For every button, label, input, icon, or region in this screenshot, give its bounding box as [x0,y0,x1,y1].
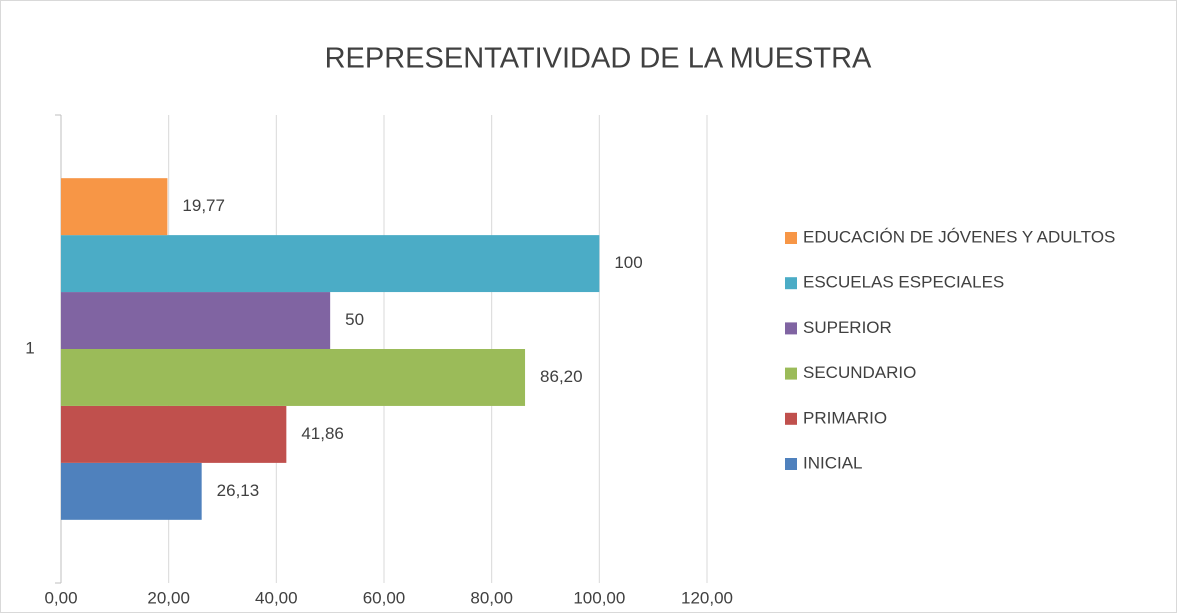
x-tick-label: 120,00 [681,588,733,607]
legend-label: PRIMARIO [803,408,887,427]
bar [61,462,202,520]
x-tick-label: 80,00 [470,588,513,607]
data-label: 50 [345,310,364,329]
legend-label: EDUCACIÓN DE JÓVENES Y ADULTOS [803,227,1115,246]
legend-label: SUPERIOR [803,318,892,337]
x-tick-label: 20,00 [147,588,190,607]
bar [61,235,600,293]
legend-label: INICIAL [803,453,863,472]
x-tick-label: 0,00 [44,588,77,607]
x-tick-label: 100,00 [573,588,625,607]
bar [61,349,526,406]
data-label: 19,77 [182,196,225,215]
data-label: 100 [614,253,642,272]
data-label: 26,13 [217,481,260,500]
data-label: 86,20 [540,367,583,386]
legend-swatch [785,458,797,470]
legend-swatch [785,412,797,425]
chart-title: REPRESENTATIVIDAD DE LA MUESTRA [325,43,872,75]
x-tick-label: 40,00 [255,588,298,607]
legend-swatch [785,277,797,290]
legend-swatch [785,232,797,244]
bar [61,405,287,463]
bar [61,292,331,349]
x-tick-label: 60,00 [363,588,406,607]
y-tick-label: 1 [25,338,34,357]
legend-label: ESCUELAS ESPECIALES [803,273,1004,292]
data-label: 41,86 [301,424,344,443]
legend-swatch [785,367,797,380]
legend-swatch [785,322,797,335]
bar [61,178,168,236]
legend-label: SECUNDARIO [803,363,916,382]
